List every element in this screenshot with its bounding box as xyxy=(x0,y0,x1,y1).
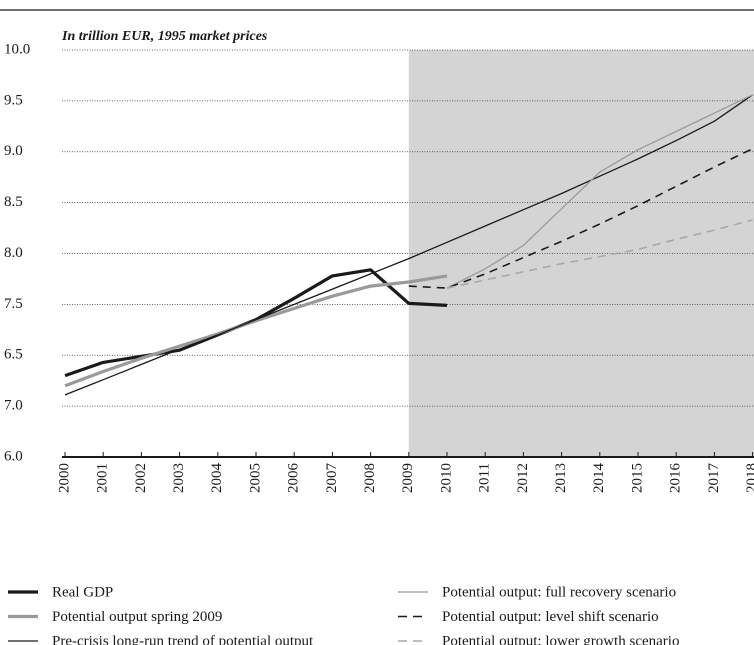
legend-label: Pre-crisis long-run trend of potential o… xyxy=(52,633,314,645)
y-tick-label: 6.5 xyxy=(4,347,23,363)
x-tick-label: 2017 xyxy=(706,463,722,494)
chart-subtitle: In trillion EUR, 1995 market prices xyxy=(61,29,268,44)
x-tick-label: 2010 xyxy=(438,463,454,493)
series-line xyxy=(446,94,753,289)
x-tick-label: 2008 xyxy=(362,463,378,493)
legend-label: Potential output: lower growth scenario xyxy=(442,633,679,645)
shade-layer xyxy=(408,50,754,457)
x-tick-label: 2000 xyxy=(56,463,72,493)
x-tick-label: 2006 xyxy=(286,463,302,494)
legend-label: Potential output spring 2009 xyxy=(52,609,222,625)
y-tick-label: 9.5 xyxy=(4,92,23,108)
y-tick-label: 10.0 xyxy=(4,41,30,57)
legend-label: Potential output: full recovery scenario xyxy=(442,584,676,600)
x-tick-label: 2003 xyxy=(171,463,187,493)
x-tick-label: 2002 xyxy=(133,463,149,493)
x-tick-label: 2012 xyxy=(515,463,531,493)
y-tick-label: 7.0 xyxy=(4,398,23,414)
y-tick-label: 6.0 xyxy=(4,448,23,464)
x-tick-label: 2005 xyxy=(247,463,263,493)
series-line xyxy=(64,274,448,388)
x-tick-label: 2015 xyxy=(629,463,645,493)
x-tick-label: 2016 xyxy=(668,463,684,494)
series-line xyxy=(64,94,753,396)
forecast-shade xyxy=(408,50,754,457)
legend-label: Potential output: level shift scenario xyxy=(442,609,659,625)
legend-label: Real GDP xyxy=(52,584,113,600)
x-tick-label: 2014 xyxy=(591,463,607,494)
y-tick-label: 8.5 xyxy=(4,194,23,210)
x-tick-label: 2001 xyxy=(95,463,111,493)
x-tick-label: 2013 xyxy=(553,463,569,493)
y-tick-label: 9.0 xyxy=(4,143,23,159)
series-line xyxy=(408,147,753,289)
series-line xyxy=(446,219,753,289)
y-tick-label: 7.5 xyxy=(4,296,23,312)
x-tick-label: 2007 xyxy=(324,463,340,494)
x-tick-label: 2011 xyxy=(477,463,493,492)
y-tick-label: 8.0 xyxy=(4,245,23,261)
x-tick-label: 2018 xyxy=(744,463,754,493)
x-tick-label: 2004 xyxy=(209,463,225,494)
x-tick-label: 2009 xyxy=(400,463,416,493)
